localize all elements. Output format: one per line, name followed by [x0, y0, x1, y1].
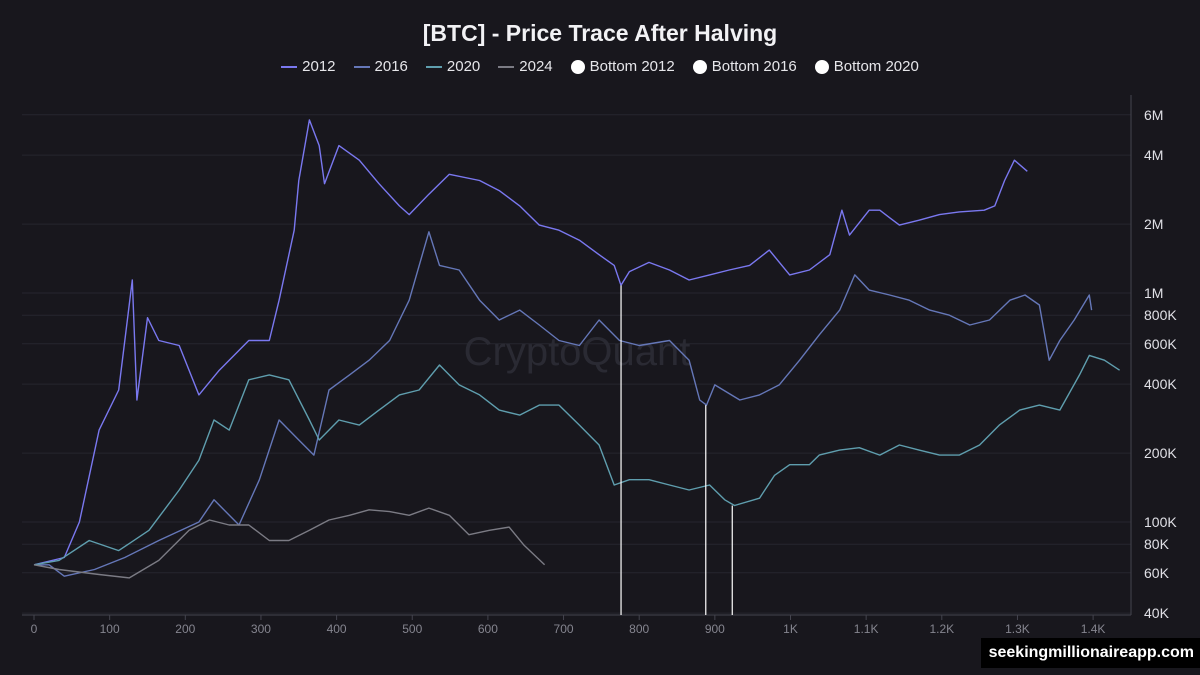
- y-tick-label: 40K: [1144, 605, 1170, 621]
- x-tick-label: 300: [251, 622, 271, 636]
- legend-label: 2012: [302, 58, 336, 75]
- legend: 2012 2016 2020 2024 Bottom 2012 Bottom 2…: [0, 58, 1200, 75]
- x-tick-label: 900: [705, 622, 725, 636]
- x-tick-label: 1.4K: [1081, 622, 1106, 636]
- legend-dot: [814, 59, 829, 74]
- legend-label: 2020: [446, 58, 481, 75]
- series-line-2024: [33, 507, 546, 579]
- legend-item-bottom-2012[interactable]: Bottom 2012: [570, 58, 675, 75]
- legend-swatch: [425, 65, 442, 68]
- y-tick-label: 800K: [1144, 307, 1177, 323]
- legend-swatch: [353, 65, 370, 68]
- series-line-2020: [33, 354, 1120, 566]
- x-tick-label: 1.1K: [854, 622, 879, 636]
- series-line-2012: [33, 119, 1028, 566]
- y-tick-label: 400K: [1144, 376, 1177, 392]
- legend-dot: [692, 59, 707, 74]
- legend-label: Bottom 2012: [589, 58, 675, 75]
- y-tick-label: 2M: [1144, 216, 1163, 232]
- chart-title: [BTC] - Price Trace After Halving: [422, 20, 778, 46]
- legend-label: Bottom 2020: [833, 58, 919, 75]
- y-tick-label: 4M: [1144, 147, 1163, 163]
- y-tick-label: 200K: [1144, 445, 1177, 461]
- y-tick-label: 60K: [1144, 565, 1170, 581]
- x-tick-label: 500: [402, 622, 422, 636]
- x-tick-label: 1K: [783, 622, 798, 636]
- credit-label: seekingmillionaireapp.com: [980, 638, 1200, 668]
- legend-label: 2016: [374, 58, 408, 75]
- x-tick-label: 800: [629, 622, 649, 636]
- y-tick-label: 600K: [1144, 336, 1177, 352]
- watermark: CryptoQuant: [464, 330, 691, 374]
- y-tick-label: 80K: [1144, 536, 1170, 552]
- legend-dot: [570, 59, 585, 74]
- legend-item-bottom-2016[interactable]: Bottom 2016: [692, 58, 797, 75]
- legend-swatch: [498, 65, 515, 68]
- legend-item-bottom-2020[interactable]: Bottom 2020: [814, 58, 919, 75]
- x-tick-label: 1.2K: [929, 622, 954, 636]
- y-tick-label: 6M: [1144, 107, 1163, 123]
- legend-label: Bottom 2016: [711, 58, 797, 75]
- x-tick-label: 100: [100, 622, 120, 636]
- y-tick-label: 100K: [1144, 514, 1177, 530]
- legend-item-2024[interactable]: 2024: [498, 58, 553, 75]
- legend-item-2012[interactable]: 2012: [281, 58, 336, 75]
- legend-swatch: [281, 65, 298, 68]
- series-line-2016: [34, 231, 1093, 577]
- x-tick-label: 200: [175, 622, 195, 636]
- x-tick-label: 1.3K: [1005, 622, 1030, 636]
- legend-item-2020[interactable]: 2020: [425, 58, 481, 75]
- x-tick-label: 700: [554, 622, 574, 636]
- x-tick-label: 600: [478, 622, 498, 636]
- y-tick-label: 1M: [1144, 285, 1163, 301]
- x-tick-label: 400: [327, 622, 347, 636]
- legend-label: 2024: [519, 58, 553, 75]
- x-tick-label: 0: [31, 622, 38, 636]
- legend-item-2016[interactable]: 2016: [353, 58, 408, 75]
